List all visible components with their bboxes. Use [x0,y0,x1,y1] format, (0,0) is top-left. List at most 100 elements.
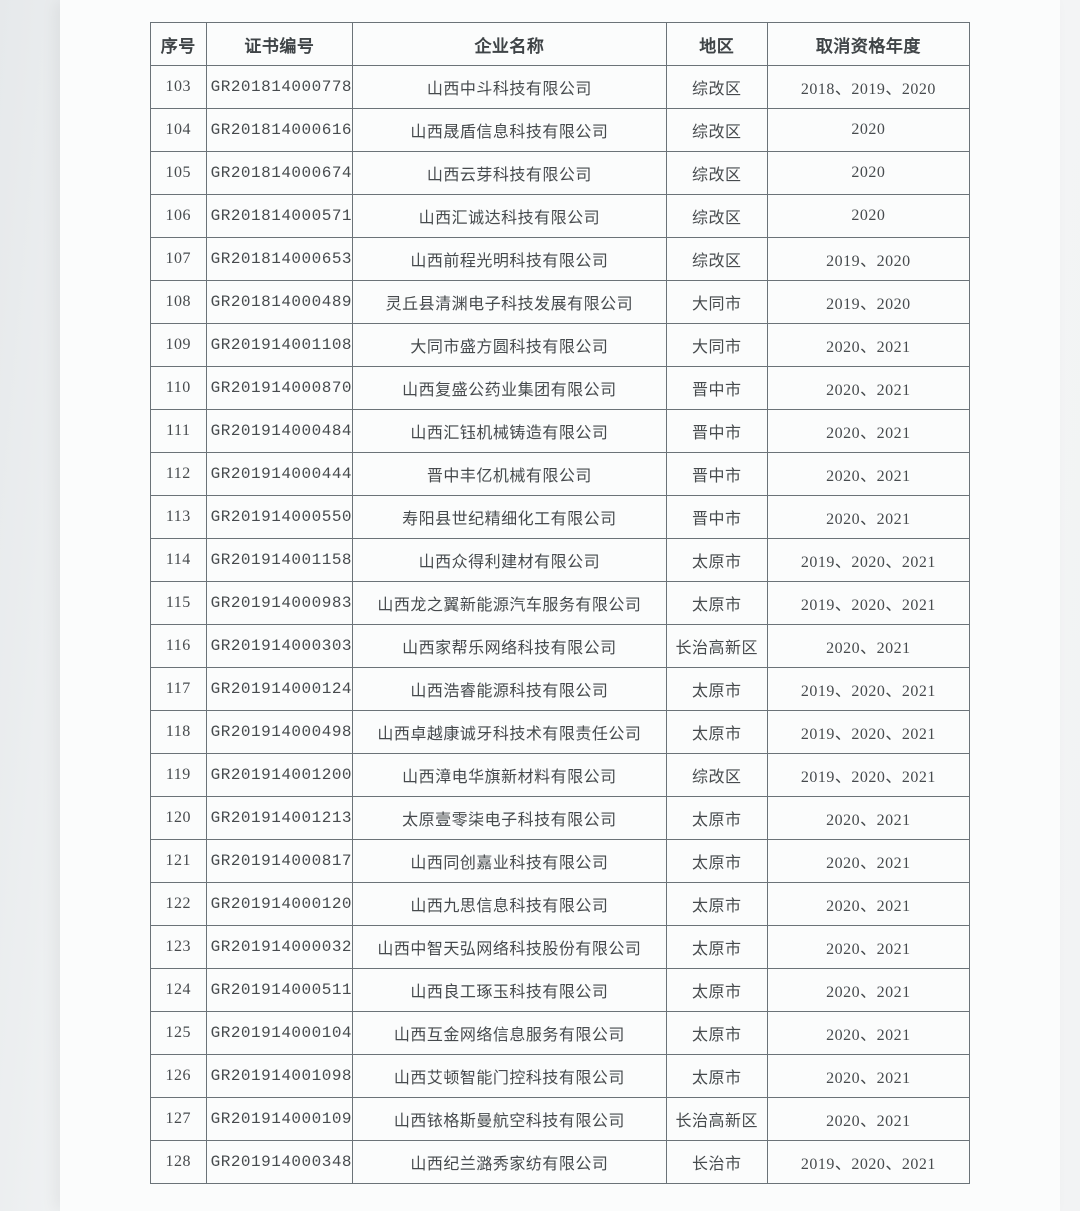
cell-area: 太原市 [666,840,767,883]
cell-seq: 128 [151,1141,207,1184]
cell-area: 晋中市 [666,410,767,453]
cell-seq: 119 [151,754,207,797]
cell-area: 太原市 [666,926,767,969]
cell-seq: 110 [151,367,207,410]
cell-cert: GR201914000550 [206,496,353,539]
table-row: 104GR201814000616山西晟盾信息科技有限公司综改区2020 [151,109,970,152]
cell-company: 山西众得利建材有限公司 [353,539,666,582]
cell-seq: 120 [151,797,207,840]
cell-year: 2019、2020、2021 [767,539,969,582]
cell-year: 2020、2021 [767,797,969,840]
cell-cert: GR201814000653 [206,238,353,281]
cell-area: 长治市 [666,1141,767,1184]
cell-cert: GR201914000124 [206,668,353,711]
cell-year: 2019、2020 [767,238,969,281]
cell-company: 山西龙之翼新能源汽车服务有限公司 [353,582,666,625]
cell-company: 山西同创嘉业科技有限公司 [353,840,666,883]
table-row: 127GR201914000109山西铱格斯曼航空科技有限公司长治高新区2020… [151,1098,970,1141]
table-row: 108GR201814000489灵丘县清渊电子科技发展有限公司大同市2019、… [151,281,970,324]
cell-seq: 114 [151,539,207,582]
cell-year: 2020、2021 [767,324,969,367]
cell-cert: GR201914001108 [206,324,353,367]
cell-year: 2020、2021 [767,1012,969,1055]
cell-cert: GR201914000303 [206,625,353,668]
cell-area: 晋中市 [666,367,767,410]
cell-company: 晋中丰亿机械有限公司 [353,453,666,496]
cell-cert: GR201914001158 [206,539,353,582]
cell-seq: 105 [151,152,207,195]
cell-year: 2019、2020、2021 [767,582,969,625]
cell-cert: GR201814000489 [206,281,353,324]
cell-area: 大同市 [666,324,767,367]
cell-year: 2020、2021 [767,625,969,668]
cell-area: 太原市 [666,711,767,754]
cell-seq: 121 [151,840,207,883]
cell-area: 长治高新区 [666,625,767,668]
table-row: 114GR201914001158山西众得利建材有限公司太原市2019、2020… [151,539,970,582]
cell-seq: 113 [151,496,207,539]
cell-area: 综改区 [666,109,767,152]
cell-cert: GR201914000348 [206,1141,353,1184]
cell-cert: GR201914001213 [206,797,353,840]
table-row: 115GR201914000983山西龙之翼新能源汽车服务有限公司太原市2019… [151,582,970,625]
col-name: 企业名称 [353,23,666,66]
cell-area: 综改区 [666,754,767,797]
cell-company: 山西晟盾信息科技有限公司 [353,109,666,152]
cell-seq: 125 [151,1012,207,1055]
cell-company: 山西复盛公药业集团有限公司 [353,367,666,410]
table-row: 126GR201914001098山西艾顿智能门控科技有限公司太原市2020、2… [151,1055,970,1098]
cell-seq: 127 [151,1098,207,1141]
cell-area: 太原市 [666,797,767,840]
table-row: 123GR201914000032山西中智天弘网络科技股份有限公司太原市2020… [151,926,970,969]
cell-seq: 111 [151,410,207,453]
cell-company: 山西中斗科技有限公司 [353,66,666,109]
cell-seq: 103 [151,66,207,109]
table-row: 105GR201814000674山西云芽科技有限公司综改区2020 [151,152,970,195]
table-row: 120GR201914001213太原壹零柒电子科技有限公司太原市2020、20… [151,797,970,840]
cell-cert: GR201914000511 [206,969,353,1012]
cell-year: 2019、2020、2021 [767,668,969,711]
qualification-table: 序号 证书编号 企业名称 地区 取消资格年度 103GR201814000778… [150,22,970,1184]
cell-area: 晋中市 [666,496,767,539]
cell-seq: 124 [151,969,207,1012]
table-row: 116GR201914000303山西家帮乐网络科技有限公司长治高新区2020、… [151,625,970,668]
table-row: 118GR201914000498山西卓越康诚牙科技术有限责任公司太原市2019… [151,711,970,754]
table-row: 119GR201914001200山西漳电华旗新材料有限公司综改区2019、20… [151,754,970,797]
cell-company: 山西良工琢玉科技有限公司 [353,969,666,1012]
cell-year: 2020、2021 [767,883,969,926]
cell-year: 2020、2021 [767,1055,969,1098]
cell-company: 山西卓越康诚牙科技术有限责任公司 [353,711,666,754]
cell-company: 山西艾顿智能门控科技有限公司 [353,1055,666,1098]
cell-area: 综改区 [666,152,767,195]
cell-company: 山西浩睿能源科技有限公司 [353,668,666,711]
table-row: 128GR201914000348山西纪兰潞秀家纺有限公司长治市2019、202… [151,1141,970,1184]
cell-year: 2020、2021 [767,1098,969,1141]
cell-area: 大同市 [666,281,767,324]
cell-company: 山西中智天弘网络科技股份有限公司 [353,926,666,969]
cell-company: 山西家帮乐网络科技有限公司 [353,625,666,668]
cell-area: 晋中市 [666,453,767,496]
table-header-row: 序号 证书编号 企业名称 地区 取消资格年度 [151,23,970,66]
cell-cert: GR201914000104 [206,1012,353,1055]
col-seq: 序号 [151,23,207,66]
cell-year: 2020、2021 [767,496,969,539]
cell-company: 山西汇诚达科技有限公司 [353,195,666,238]
cell-cert: GR201914000109 [206,1098,353,1141]
table-row: 106GR201814000571山西汇诚达科技有限公司综改区2020 [151,195,970,238]
table-row: 121GR201914000817山西同创嘉业科技有限公司太原市2020、202… [151,840,970,883]
cell-cert: GR201914001098 [206,1055,353,1098]
cell-seq: 123 [151,926,207,969]
cell-area: 太原市 [666,668,767,711]
cell-year: 2019、2020 [767,281,969,324]
cell-seq: 117 [151,668,207,711]
cell-year: 2019、2020、2021 [767,1141,969,1184]
cell-cert: GR201814000571 [206,195,353,238]
cell-company: 灵丘县清渊电子科技发展有限公司 [353,281,666,324]
cell-cert: GR201914000498 [206,711,353,754]
cell-area: 太原市 [666,539,767,582]
cell-cert: GR201814000778 [206,66,353,109]
table-row: 117GR201914000124山西浩睿能源科技有限公司太原市2019、202… [151,668,970,711]
cell-year: 2020、2021 [767,840,969,883]
cell-seq: 118 [151,711,207,754]
table-row: 107GR201814000653山西前程光明科技有限公司综改区2019、202… [151,238,970,281]
